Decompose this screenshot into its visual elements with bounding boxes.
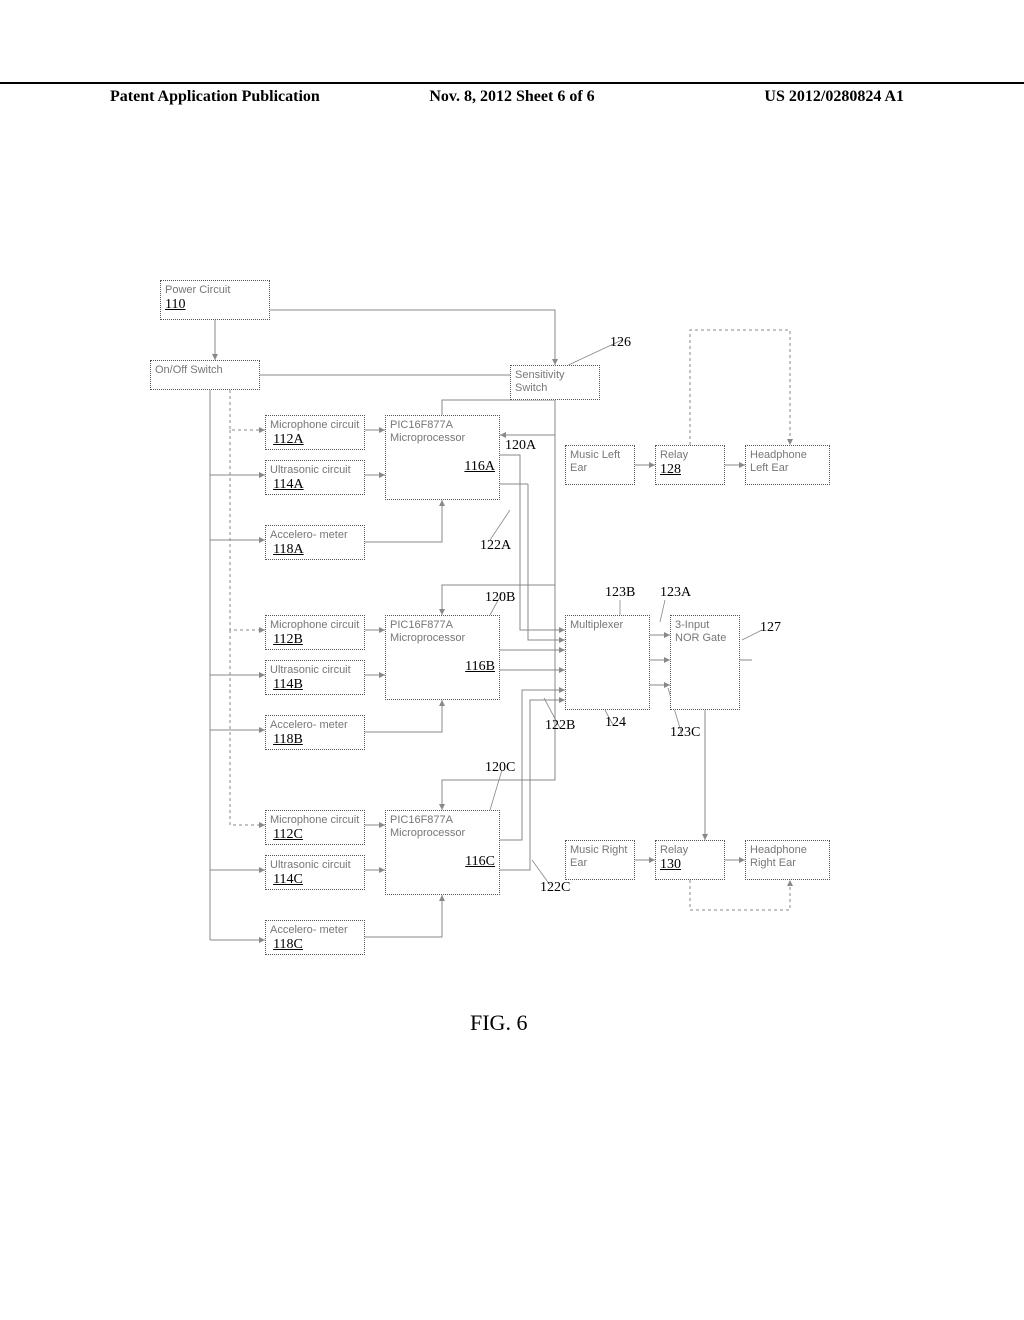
edge [230, 390, 265, 430]
figure-caption: FIG. 6 [470, 1010, 527, 1036]
accel-a-block: Accelero- meter 118A [265, 525, 365, 560]
edge [742, 630, 762, 640]
edge [365, 500, 442, 542]
ref-r120A: 120A [505, 438, 536, 454]
edge [365, 700, 442, 732]
onoff-switch-block: On/Off Switch [150, 360, 260, 390]
accel-c-block: Accelero- meter 118C [265, 920, 365, 955]
ref-r126: 126 [610, 335, 631, 351]
edge [500, 400, 555, 435]
relay-left-block: Relay128 [655, 445, 725, 485]
ref-r127: 127 [760, 620, 781, 636]
music-right-block: Music Right Ear [565, 840, 635, 880]
ref-r122B: 122B [545, 718, 575, 734]
ultra-b-block: Ultrasonic circuit 114B [265, 660, 365, 695]
edge [230, 430, 265, 630]
page: Patent Application Publication Nov. 8, 2… [0, 0, 1024, 1320]
edge [660, 600, 665, 622]
relay-right-block: Relay130 [655, 840, 725, 880]
edge [270, 310, 555, 365]
sensitivity-switch-block: Sensitivity Switch [510, 365, 600, 400]
ref-r120C: 120C [485, 760, 515, 776]
mic-c-block: Microphone circuit 112C [265, 810, 365, 845]
ref-r123C: 123C [670, 725, 700, 741]
mic-b-block: Microphone circuit 112B [265, 615, 365, 650]
header-right: US 2012/0280824 A1 [764, 88, 904, 106]
edge [365, 895, 442, 937]
page-header: Patent Application Publication Nov. 8, 2… [0, 82, 1024, 88]
multiplexer-block: Multiplexer [565, 615, 650, 710]
ultra-a-block: Ultrasonic circuit 114A [265, 460, 365, 495]
edge [490, 770, 502, 810]
edge [528, 484, 565, 640]
mic-a-block: Microphone circuit 112A [265, 415, 365, 450]
edge [490, 510, 510, 540]
edge [690, 330, 790, 445]
headphone-left-block: Headphone Left Ear [745, 445, 830, 485]
edge [230, 630, 265, 825]
header-center: Nov. 8, 2012 Sheet 6 of 6 [429, 88, 594, 106]
ref-r123B: 123B [605, 585, 635, 601]
headphone-right-block: Headphone Right Ear [745, 840, 830, 880]
music-left-block: Music Left Ear [565, 445, 635, 485]
mcu-b-block: PIC16F877A Microprocessor116B [385, 615, 500, 700]
header-left: Patent Application Publication [110, 88, 320, 106]
block-diagram: Power Circuit110 On/Off Switch Sensitivity… [150, 280, 890, 1000]
edge [442, 400, 555, 415]
ref-r122C: 122C [540, 880, 570, 896]
ref-r120B: 120B [485, 590, 515, 606]
mcu-a-block: PIC16F877A Microprocessor116A [385, 415, 500, 500]
ultra-c-block: Ultrasonic circuit 114C [265, 855, 365, 890]
ref-r122A: 122A [480, 538, 511, 554]
ref-r123A: 123A [660, 585, 691, 601]
accel-b-block: Accelero- meter 118B [265, 715, 365, 750]
ref-r124: 124 [605, 715, 626, 731]
edge [690, 880, 790, 910]
power-circuit-block: Power Circuit110 [160, 280, 270, 320]
mcu-c-block: PIC16F877A Microprocessor116C [385, 810, 500, 895]
nor-gate-block: 3-Input NOR Gate [670, 615, 740, 710]
